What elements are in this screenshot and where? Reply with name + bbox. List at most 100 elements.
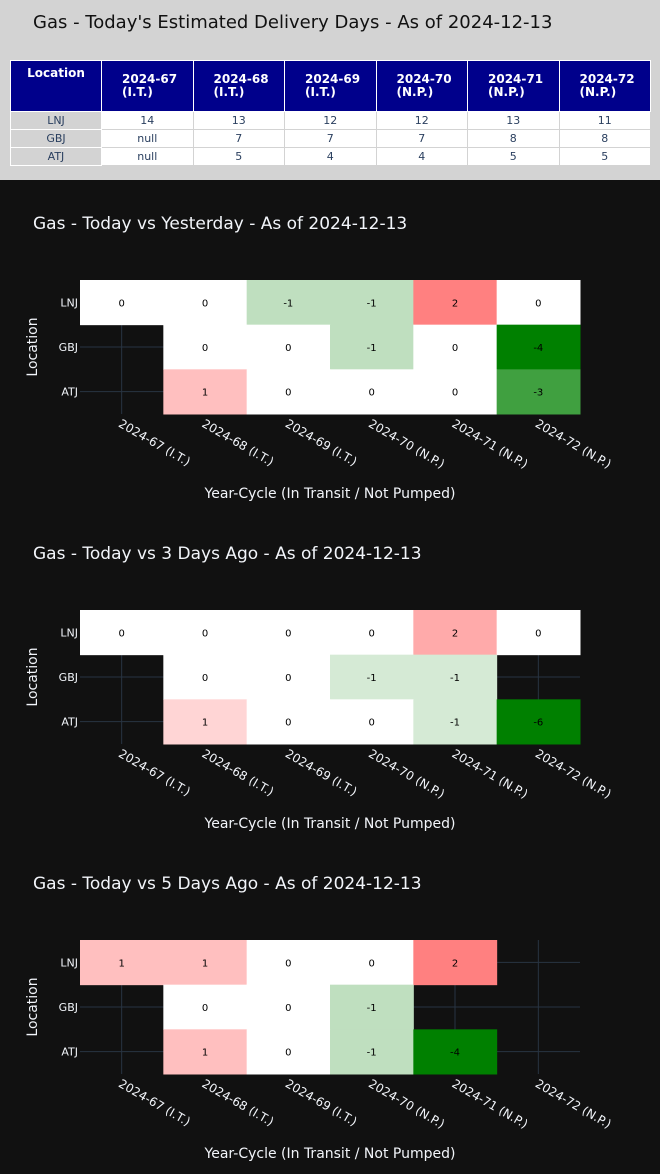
cell-label: 0 [285, 388, 291, 399]
heatmap-cell [330, 940, 414, 986]
heatmap-cell [246, 610, 331, 656]
heatmap-cell [496, 324, 581, 370]
x-axis-title: Year-Cycle (In Transit / Not Pumped) [204, 486, 456, 502]
cell-label: 0 [202, 343, 208, 354]
x-tick-label: 2024-72 (N.P.) [533, 416, 614, 471]
cell-label: 0 [368, 388, 374, 399]
table-row: GBJ null 7 7 7 8 8 [10, 129, 651, 148]
y-axis-title: Location [25, 647, 41, 706]
heatmap-cell [163, 369, 248, 415]
x-axis-title: Year-Cycle (In Transit / Not Pumped) [204, 816, 456, 832]
heatmap-cell [413, 610, 498, 656]
y-tick-label: LNJ [60, 626, 78, 639]
table-cell: 11 [558, 111, 651, 130]
y-tick-label: GBJ [59, 1001, 78, 1014]
cell-label: 2 [452, 628, 458, 639]
cell-label: 0 [452, 388, 458, 399]
cell-label: -1 [283, 298, 293, 309]
cell-label: -1 [367, 673, 377, 684]
cell-label: 2 [452, 958, 458, 969]
x-tick-label: 2024-67 (I.T.) [116, 746, 193, 798]
y-tick-label: LNJ [60, 296, 78, 309]
heatmap-yesterday: Gas - Today vs Yesterday - As of 2024-12… [0, 180, 660, 510]
header-cycle: 2024-71 (N.P.) [467, 60, 560, 112]
table-cell: 7 [192, 129, 285, 148]
cell-label: 1 [118, 958, 124, 969]
cell-label: -1 [367, 298, 377, 309]
heatmap-title: Gas - Today vs 5 Days Ago - As of 2024-1… [33, 874, 422, 894]
heatmap-cell [246, 654, 331, 700]
delivery-days-title: Gas - Today's Estimated Delivery Days - … [33, 12, 553, 33]
table-cell: null [101, 147, 194, 166]
heatmap-cell [246, 984, 331, 1030]
cell-label: 0 [452, 343, 458, 354]
heatmap-cell [330, 324, 414, 370]
x-tick-label: 2024-71 (N.P.) [450, 1076, 531, 1131]
table-cell: 13 [467, 111, 560, 130]
heatmap-cell [330, 984, 414, 1030]
y-tick-label: LNJ [60, 956, 78, 969]
heatmap-cell [163, 1029, 248, 1075]
heatmap-cell [496, 699, 581, 745]
header-cycle: 2024-67 (I.T.) [101, 60, 194, 112]
heatmap-cell [80, 940, 164, 986]
cell-label: 0 [368, 718, 374, 729]
heatmap-cell [163, 610, 248, 656]
cell-label: 0 [285, 718, 291, 729]
heatmap-title: Gas - Today vs 3 Days Ago - As of 2024-1… [33, 544, 422, 564]
header-location: Location [10, 60, 102, 112]
heatmap-cell [413, 940, 498, 986]
x-tick-label: 2024-69 (I.T.) [283, 1076, 360, 1128]
row-location: LNJ [10, 111, 102, 130]
row-location: GBJ [10, 129, 102, 148]
header-cycle: 2024-72 (N.P.) [558, 60, 651, 112]
cell-label: -4 [533, 343, 543, 354]
heatmap-3-days: Gas - Today vs 3 Days Ago - As of 2024-1… [0, 510, 660, 840]
heatmap-cell [413, 369, 498, 415]
heatmap-cell [496, 280, 581, 326]
x-tick-label: 2024-72 (N.P.) [533, 1076, 614, 1131]
table-cell: 7 [375, 129, 468, 148]
table-cell: 5 [467, 147, 560, 166]
table-cell: 12 [375, 111, 468, 130]
cell-label: 1 [202, 718, 208, 729]
table-cell: 8 [558, 129, 651, 148]
y-tick-label: GBJ [59, 671, 78, 684]
cell-label: 0 [285, 958, 291, 969]
cell-label: 0 [202, 673, 208, 684]
cell-label: 0 [368, 958, 374, 969]
cell-label: 0 [202, 628, 208, 639]
cell-label: -1 [367, 343, 377, 354]
cell-label: 0 [285, 673, 291, 684]
heatmap-title: Gas - Today vs Yesterday - As of 2024-12… [33, 214, 408, 234]
cell-label: 0 [285, 1048, 291, 1059]
heatmap-cell [163, 984, 248, 1030]
heatmap-cell [413, 699, 498, 745]
cell-label: -4 [450, 1048, 460, 1059]
table-cell: 5 [558, 147, 651, 166]
heatmap-cell [246, 699, 331, 745]
cell-label: 0 [368, 628, 374, 639]
x-tick-label: 2024-69 (I.T.) [283, 416, 360, 468]
heatmap-cell [330, 280, 414, 326]
x-tick-label: 2024-70 (N.P.) [366, 416, 447, 471]
heatmap-cell [330, 654, 414, 700]
x-tick-label: 2024-70 (N.P.) [366, 1076, 447, 1131]
heatmap-cell [246, 324, 331, 370]
cell-label: 0 [535, 628, 541, 639]
cell-label: -6 [533, 718, 543, 729]
x-tick-label: 2024-67 (I.T.) [116, 1076, 193, 1128]
cell-label: 1 [202, 388, 208, 399]
table-cell: 8 [467, 129, 560, 148]
header-cycle: 2024-70 (N.P.) [375, 60, 468, 112]
table-row: ATJ null 5 4 4 5 5 [10, 147, 651, 166]
heatmap-cell [330, 610, 414, 656]
x-tick-label: 2024-71 (N.P.) [450, 746, 531, 801]
heatmap-cell [330, 1029, 414, 1075]
cell-label: 0 [285, 1003, 291, 1014]
heatmap-cell [246, 280, 331, 326]
x-tick-label: 2024-68 (I.T.) [200, 416, 277, 468]
cell-label: 0 [118, 628, 124, 639]
cell-label: -1 [367, 1048, 377, 1059]
heatmap-cell [413, 654, 498, 700]
